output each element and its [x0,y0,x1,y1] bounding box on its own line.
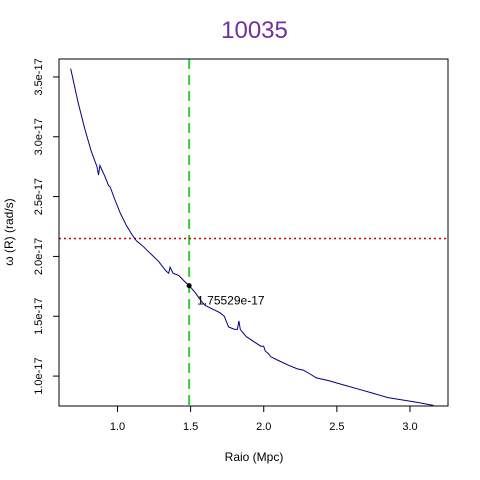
plot-area [59,59,448,406]
marked-point-label: 1.75529e-17 [197,294,265,308]
x-tick-label: 2.0 [256,421,271,433]
y-tick-label: 3.0e-17 [33,118,45,155]
y-tick-label: 1.0e-17 [33,357,45,394]
marked-point [186,283,192,289]
plot-frame [58,58,449,407]
y-axis-label: ω (R) (rad/s) [2,198,16,265]
series-line [70,68,434,406]
y-tick-label: 2.0e-17 [33,238,45,275]
y-tick-label: 2.5e-17 [33,178,45,215]
x-tick-label: 3.0 [402,421,417,433]
x-tick-label: 2.5 [329,421,344,433]
y-tick-label: 1.5e-17 [33,298,45,335]
x-axis: 1.0 1.5 2.0 2.5 3.0 [110,405,418,433]
x-tick-label: 1.5 [183,421,198,433]
y-axis: 1.0e-17 1.5e-17 2.0e-17 2.5e-17 3.0e-17 3.5e-… [33,58,60,395]
y-tick-label: 3.5e-17 [33,58,45,95]
x-tick-label: 1.0 [110,421,125,433]
x-axis-label: Raio (Mpc) [225,450,284,464]
chart-title: 10035 [221,17,288,44]
